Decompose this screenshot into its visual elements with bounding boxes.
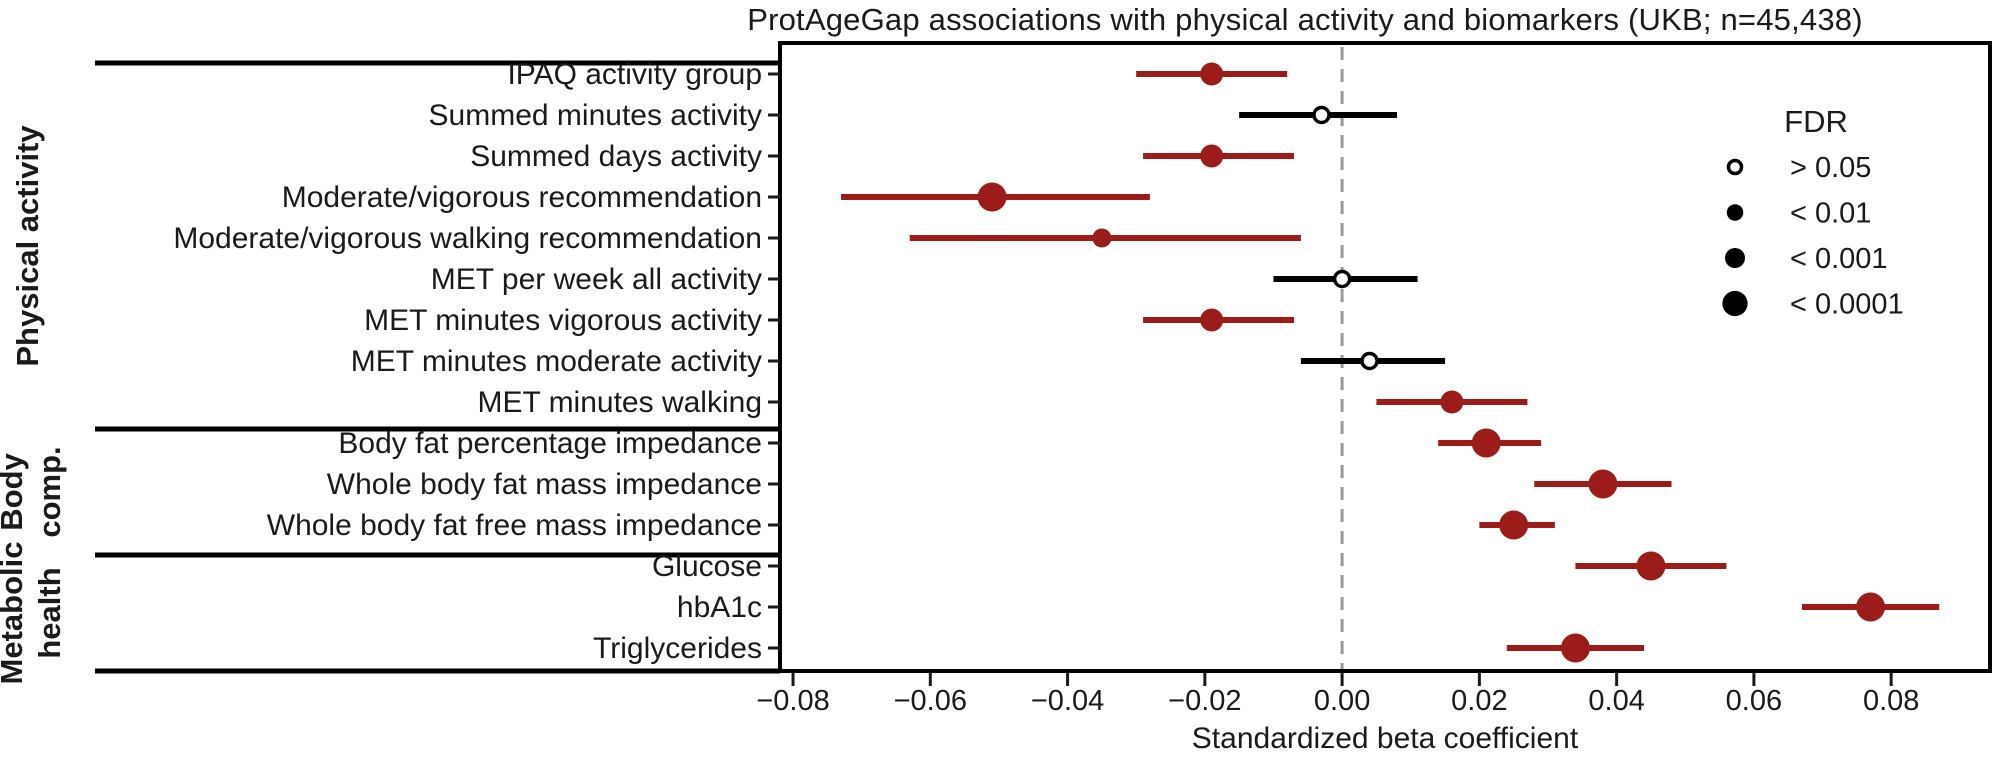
point-estimate-marker [1636,551,1666,581]
section-category-label: comp. [32,446,67,537]
point-estimate-marker [1332,269,1352,289]
row-label: Summed minutes activity [429,99,762,132]
row-label: MET minutes walking [477,386,762,419]
legend-marker [1722,290,1748,317]
point-estimate-marker [977,182,1007,212]
point-estimate-marker [1200,62,1224,86]
point-estimate-marker [1440,390,1464,414]
plot-border [778,41,1992,673]
legend-marker [1726,158,1744,176]
x-tick-label: 0.08 [1863,685,1919,717]
row-label: Glucose [652,550,762,583]
row-label: Summed days activity [470,140,762,173]
section-category-label: Body [0,452,29,530]
row-label: Body fat percentage impedance [338,427,762,460]
x-tick-label: 0.06 [1726,685,1782,717]
point-estimate-marker [1499,510,1529,540]
legend-marker [1724,247,1746,269]
point-estimate-marker [1092,228,1112,248]
chart-title: ProtAgeGap associations with physical ac… [747,2,1863,37]
row-label: Triglycerides [593,632,762,665]
row-label: Whole body fat mass impedance [327,468,762,501]
legend-entry-label: > 0.05 [1790,152,1871,184]
row-label: Whole body fat free mass impedance [267,509,762,542]
x-tick-label: −0.02 [1168,685,1241,717]
x-tick-label: −0.04 [1031,685,1104,717]
point-estimate-marker [1312,105,1331,125]
point-estimate-marker [1200,308,1224,332]
point-estimate-marker [1471,428,1501,458]
row-label: IPAQ activity group [507,58,762,91]
x-tick-label: −0.06 [894,685,967,717]
legend-entry-label: < 0.01 [1790,198,1871,230]
row-label: MET minutes vigorous activity [364,304,762,337]
x-tick-label: 0.04 [1588,685,1644,717]
legend-entry-label: < 0.001 [1790,243,1888,275]
x-tick-label: −0.08 [756,685,829,717]
x-tick-label: 0.02 [1451,685,1507,717]
point-estimate-marker [1560,633,1590,663]
legend-title: FDR [1784,104,1848,139]
row-label: Moderate/vigorous walking recommendation [173,222,762,255]
row-label: MET minutes moderate activity [351,345,762,378]
row-label: Moderate/vigorous recommendation [282,181,762,214]
x-tick-label: 0.00 [1314,685,1370,717]
point-estimate-marker [1360,351,1379,371]
section-category-label: health [32,567,67,658]
legend-marker [1726,204,1744,221]
x-axis-label: Standardized beta coefficient [1191,722,1579,755]
point-estimate-marker [1856,592,1886,622]
point-estimate-marker [1588,469,1618,499]
point-estimate-marker [1200,144,1224,168]
section-category-label: Physical activity [10,125,45,367]
row-label: MET per week all activity [431,263,762,296]
legend-entry-label: < 0.0001 [1790,289,1904,321]
row-label: hbA1c [677,591,762,624]
section-category-label: Metabolic [0,542,29,685]
